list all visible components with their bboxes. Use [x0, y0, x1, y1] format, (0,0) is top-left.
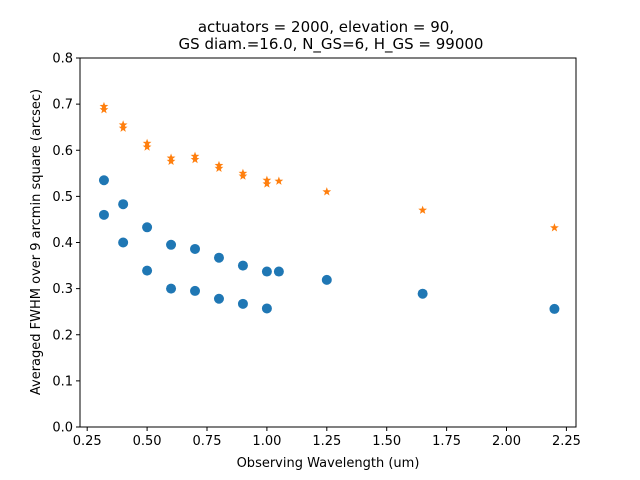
x-tick-label: 1.25: [312, 434, 341, 449]
data-point: [321, 274, 332, 285]
data-point: [99, 105, 109, 114]
data-point: [273, 266, 284, 277]
data-point: [142, 222, 153, 233]
x-tick-label: 1.00: [252, 434, 281, 449]
y-axis-label: Averaged FWHM over 9 arcmin square (arcs…: [29, 89, 44, 395]
x-tick-label: 1.50: [372, 434, 401, 449]
data-point: [550, 223, 559, 232]
series-2: [99, 101, 559, 232]
data-point: [322, 187, 332, 196]
y-tick-label: 0.2: [52, 328, 73, 343]
x-tick-label: 1.75: [432, 434, 461, 449]
y-tick-label: 0.6: [52, 144, 73, 159]
title-line-1: actuators = 2000, elevation = 90,: [198, 18, 454, 36]
y-tick-label: 0.5: [52, 190, 73, 205]
data-point: [549, 303, 560, 314]
data-point: [274, 176, 284, 185]
data-point: [98, 209, 109, 220]
data-point: [190, 154, 200, 164]
data-point: [262, 179, 272, 188]
data-point: [142, 142, 152, 151]
y-tick-label: 0.3: [52, 282, 73, 297]
data-point: [118, 237, 129, 248]
series-1: [98, 175, 560, 314]
data-point: [213, 252, 224, 263]
x-tick-label: 2.00: [492, 434, 521, 449]
data-point: [261, 303, 272, 314]
data-point: [261, 266, 272, 277]
x-tick-label: 0.50: [133, 434, 162, 449]
y-tick-label: 0.1: [52, 374, 73, 389]
data-point: [98, 175, 109, 186]
data-point: [418, 205, 428, 214]
data-point: [118, 123, 128, 132]
series-layer: [98, 101, 560, 314]
x-tick-label: 0.25: [73, 434, 102, 449]
data-point: [142, 265, 153, 276]
data-point: [190, 285, 201, 296]
data-point: [238, 171, 248, 180]
plot-frame: [79, 57, 577, 428]
data-point: [237, 298, 248, 309]
y-tick-label: 0.7: [52, 98, 73, 113]
data-point: [118, 199, 129, 210]
data-point: [166, 283, 177, 294]
x-axis-label: Observing Wavelength (um): [237, 456, 420, 471]
y-tick-label: 0.8: [52, 52, 73, 67]
x-tick-label: 2.25: [552, 434, 581, 449]
data-point: [417, 288, 428, 299]
y-axis-ticks: 0.0 0.1 0.2 0.3 0.4 0.5 0.6 0.7 0.8: [52, 52, 80, 436]
x-axis-ticks: 0.25 0.50 0.75 1.00 1.25 1.50 1.75 2.00 2.25: [73, 427, 581, 449]
y-tick-label: 0.0: [52, 421, 73, 436]
data-point: [213, 293, 224, 304]
chart-title: actuators = 2000, elevation = 90, GS dia…: [179, 18, 484, 54]
x-tick-label: 0.75: [193, 434, 222, 449]
title-line-2: GS diam.=16.0, N_GS=6, H_GS = 99000: [179, 35, 484, 54]
data-point: [214, 163, 224, 172]
data-point: [237, 260, 248, 271]
y-tick-label: 0.4: [52, 236, 73, 251]
data-point: [166, 156, 176, 166]
data-point: [166, 239, 177, 250]
data-point: [190, 243, 201, 254]
